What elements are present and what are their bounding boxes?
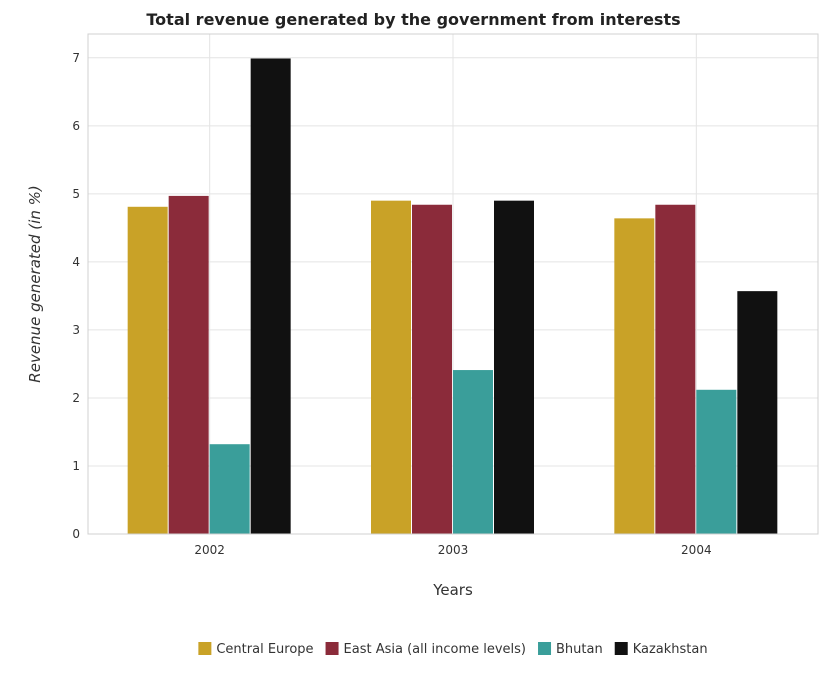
x-axis-title: Years [432,581,473,599]
legend-label: Central Europe [216,642,313,657]
legend: Central Europe East Asia (all income leve… [198,642,708,657]
bar-east-asia-all-income-levels--2003 [412,204,452,535]
y-tick-label: 5 [72,187,80,201]
chart-title: Total revenue generated by the governmen… [146,10,680,29]
y-tick-label: 3 [72,323,80,337]
y-tick-label: 7 [72,51,80,65]
bar-east-asia-all-income-levels--2004 [655,204,696,535]
bar-central-europe-2003 [371,200,411,534]
bar-central-europe-2004 [614,218,655,534]
legend-swatch [614,642,628,655]
legend-swatch [538,642,552,655]
bar-bhutan-2004 [696,389,737,534]
legend-swatch [198,642,212,655]
bar-east-asia-all-income-levels--2002 [168,195,209,534]
legend-swatch [325,642,339,655]
y-tick-label: 2 [72,391,80,405]
bar-kazakhstan-2002 [250,58,291,534]
y-tick-label: 4 [72,255,80,269]
legend-label: Bhutan [556,642,603,657]
bars [127,58,778,535]
x-tick-label: 2002 [194,543,225,557]
legend-label: East Asia (all income levels) [344,642,526,657]
bar-bhutan-2003 [453,370,493,534]
y-axis-title: Revenue generated (in %) [26,185,44,382]
bar-central-europe-2002 [127,206,168,534]
y-ticks: 0 1 2 3 4 5 6 7 [72,51,80,541]
x-tick-label: 2003 [438,543,469,557]
plot-frame [87,33,819,535]
bar-kazakhstan-2003 [494,200,534,534]
y-tick-label: 0 [72,527,80,541]
y-tick-label: 1 [72,459,80,473]
bar-bhutan-2002 [209,444,250,534]
y-tick-label: 6 [72,119,80,133]
legend-label: Kazakhstan [633,642,708,657]
bar-kazakhstan-2004 [737,291,778,534]
x-tick-label: 2004 [681,543,712,557]
x-ticks: 2002 2003 2004 [194,543,711,557]
